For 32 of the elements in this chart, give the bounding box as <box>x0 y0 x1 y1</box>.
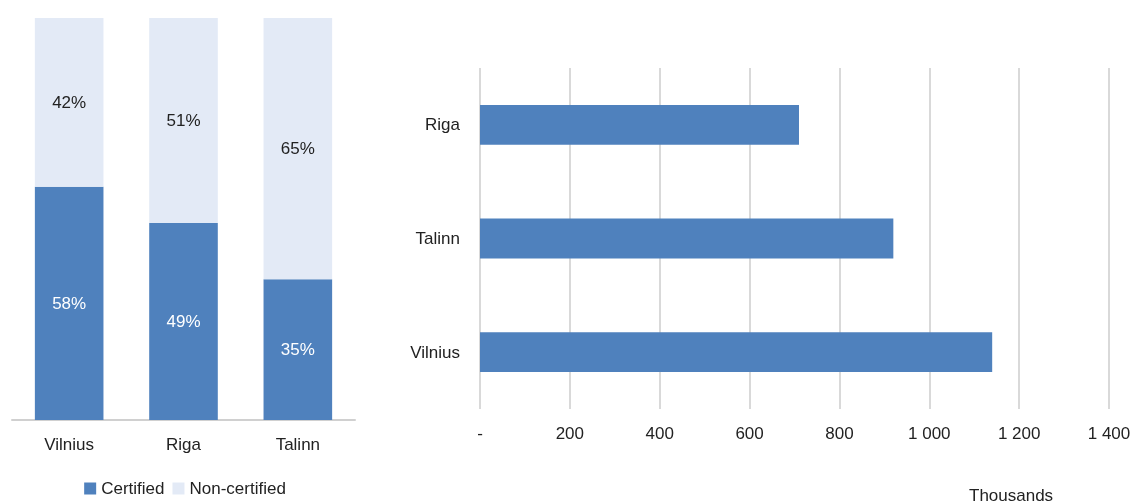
x-tick-label: Riga <box>166 435 202 454</box>
x-tick-label: 200 <box>555 424 585 443</box>
data-label: 42% <box>52 92 87 112</box>
data-label: 49% <box>166 312 201 332</box>
bar <box>263 279 333 420</box>
data-label: 51% <box>166 111 201 131</box>
bar <box>149 223 218 420</box>
bar <box>480 104 799 145</box>
x-tick-label: 600 <box>735 424 764 443</box>
y-tick-label: Vilnius <box>410 342 460 362</box>
x-tick-label: 1 400 <box>1087 424 1131 443</box>
x-tick-label: 400 <box>645 424 674 443</box>
legend-label: Certified <box>101 479 165 498</box>
x-axis-title: Thousands <box>969 486 1054 504</box>
x-tick-label: - <box>477 424 483 443</box>
y-tick-label: Riga <box>425 115 461 135</box>
bar <box>34 18 104 187</box>
x-tick-label: 1 000 <box>908 424 951 443</box>
data-label: 58% <box>52 293 87 313</box>
data-label: 65% <box>280 139 315 159</box>
y-tick-label: Talinn <box>415 229 460 248</box>
bar <box>263 18 333 280</box>
bar <box>480 332 993 373</box>
x-tick-label: Vilnius <box>44 435 95 454</box>
data-label: 35% <box>280 340 315 360</box>
x-tick-label: Talinn <box>275 435 321 454</box>
legend-label: Non-certified <box>189 479 286 498</box>
bar <box>34 186 104 420</box>
x-tick-label: 1 200 <box>997 424 1041 443</box>
bar <box>149 18 218 224</box>
bar <box>480 218 894 259</box>
x-tick-label: 800 <box>825 424 854 443</box>
